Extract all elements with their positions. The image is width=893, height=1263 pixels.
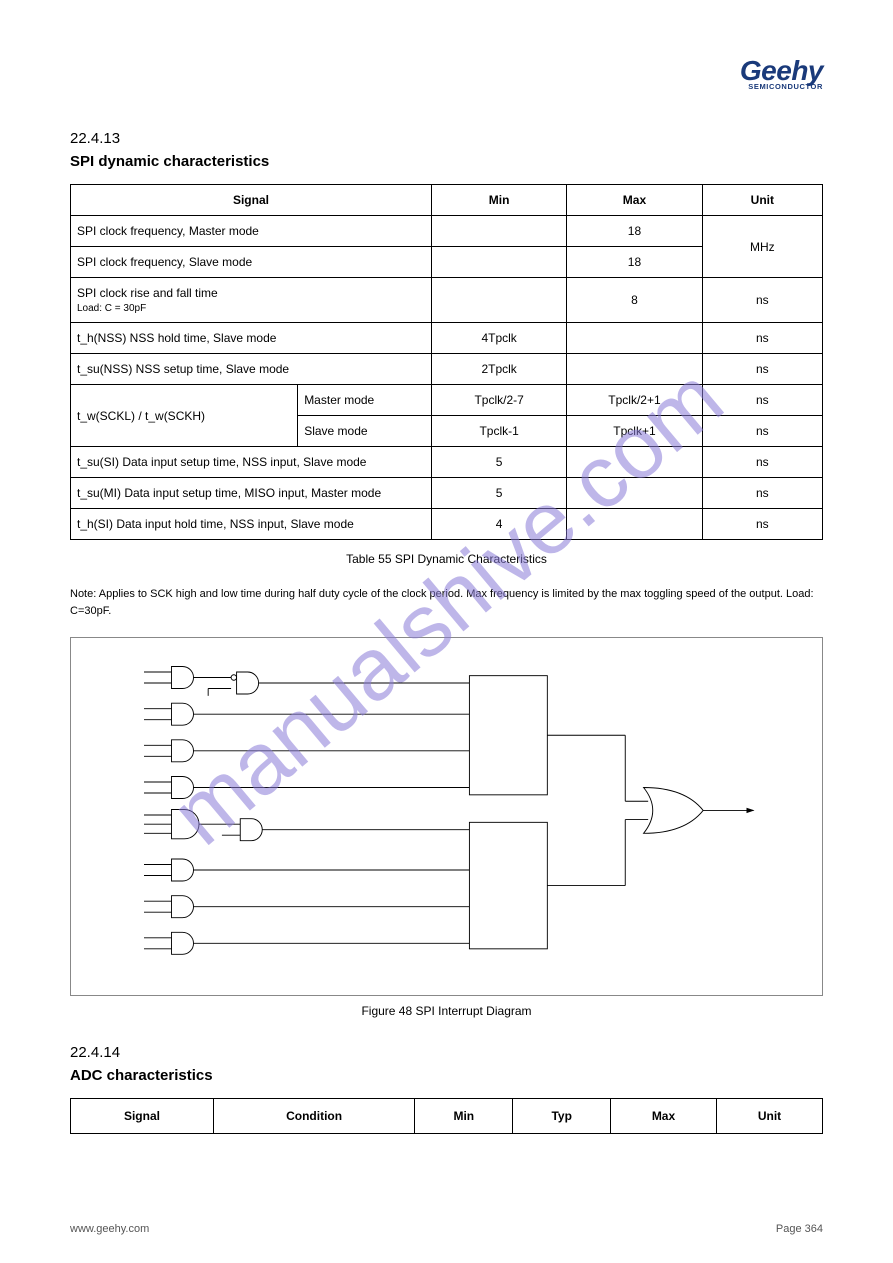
table-caption: Table 55 SPI Dynamic Characteristics (70, 552, 823, 566)
footer-right: Page 364 (776, 1223, 823, 1235)
logo-subtext: SEMICONDUCTOR (740, 82, 823, 91)
table-row: SPI clock rise and fall time Load: C = 3… (71, 278, 823, 323)
adc-characteristics-table: Signal Condition Min Typ Max Unit (70, 1098, 823, 1134)
brand-logo: Geehy SEMICONDUCTOR (740, 58, 823, 91)
th-signal: Signal (71, 185, 432, 216)
table-row: t_h(SI) Data input hold time, NSS input,… (71, 509, 823, 540)
th: Condition (213, 1099, 414, 1134)
th: Unit (717, 1099, 823, 1134)
logo-text: Geehy (740, 58, 823, 83)
section-number-2: 22.4.14 (70, 1044, 823, 1061)
table-row: SPI clock frequency, Master mode 18 MHz (71, 216, 823, 247)
page-footer: www.geehy.com Page 364 (70, 1223, 823, 1235)
section-title: SPI dynamic characteristics (70, 153, 823, 170)
th: Typ (513, 1099, 611, 1134)
section-title-2: ADC characteristics (70, 1067, 823, 1084)
table-note: Note: Applies to SCK high and low time d… (70, 586, 823, 619)
th-max: Max (567, 185, 702, 216)
table-row: t_su(SI) Data input setup time, NSS inpu… (71, 447, 823, 478)
table-row: t_h(NSS) NSS hold time, Slave mode 4Tpcl… (71, 323, 823, 354)
th: Max (610, 1099, 716, 1134)
section-number: 22.4.13 (70, 130, 823, 147)
table-row: t_su(MI) Data input setup time, MISO inp… (71, 478, 823, 509)
logic-diagram-svg (79, 650, 814, 980)
th-unit: Unit (702, 185, 822, 216)
table-row: t_su(NSS) NSS setup time, Slave mode 2Tp… (71, 354, 823, 385)
table-row: t_w(SCKL) / t_w(SCKH) Master mode Tpclk/… (71, 385, 823, 416)
footer-left: www.geehy.com (70, 1223, 149, 1235)
figure-caption: Figure 48 SPI Interrupt Diagram (70, 1004, 823, 1018)
th: Signal (71, 1099, 214, 1134)
section-2: 22.4.14 ADC characteristics Signal Condi… (70, 1044, 823, 1134)
spi-characteristics-table: Signal Min Max Unit SPI clock frequency,… (70, 184, 823, 540)
section-1: 22.4.13 SPI dynamic characteristics Sign… (70, 130, 823, 1018)
th: Min (415, 1099, 513, 1134)
spi-interrupt-figure (70, 637, 823, 996)
th-min: Min (431, 185, 566, 216)
